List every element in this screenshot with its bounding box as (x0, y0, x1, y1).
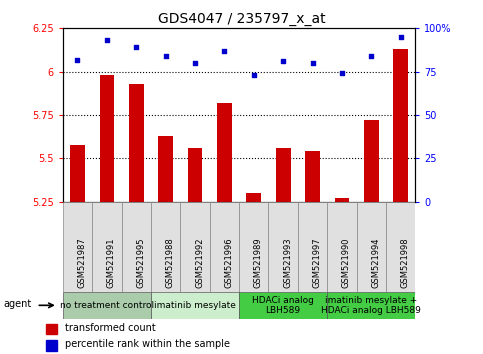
Bar (335, 198, 349, 202)
Bar (63, 292, 151, 319)
Text: GSM521993: GSM521993 (283, 237, 292, 287)
Bar (386, 202, 415, 292)
Text: agent: agent (3, 299, 31, 309)
Bar (356, 202, 386, 292)
Bar (239, 292, 327, 319)
Text: imatinib mesylate +
HDACi analog LBH589: imatinib mesylate + HDACi analog LBH589 (321, 296, 421, 315)
Bar (188, 148, 202, 202)
Bar (246, 193, 261, 202)
Text: GSM521988: GSM521988 (166, 237, 175, 287)
Bar (122, 202, 151, 292)
Point (73, 57, 81, 62)
Text: GDS4047 / 235797_x_at: GDS4047 / 235797_x_at (157, 12, 326, 27)
Bar (63, 202, 92, 292)
Point (397, 34, 405, 40)
Bar (364, 120, 379, 202)
Text: GSM521997: GSM521997 (313, 237, 322, 287)
Text: imatinib mesylate: imatinib mesylate (154, 301, 236, 310)
Point (338, 70, 346, 76)
Text: GSM521994: GSM521994 (371, 237, 380, 287)
Text: percentile rank within the sample: percentile rank within the sample (66, 339, 230, 349)
Bar (151, 202, 180, 292)
Bar (46, 340, 57, 350)
Bar (92, 202, 122, 292)
Bar (393, 49, 408, 202)
Point (132, 45, 140, 50)
Point (250, 72, 257, 78)
Text: no treatment control: no treatment control (60, 301, 154, 310)
Bar (180, 202, 210, 292)
Text: GSM521998: GSM521998 (401, 237, 410, 287)
Bar (305, 152, 320, 202)
Text: GSM521987: GSM521987 (77, 237, 86, 287)
Bar (327, 202, 356, 292)
Bar (269, 202, 298, 292)
Point (103, 38, 111, 43)
Point (279, 58, 287, 64)
Point (309, 60, 316, 66)
Point (221, 48, 228, 54)
Bar (151, 292, 239, 319)
Text: GSM521990: GSM521990 (342, 237, 351, 287)
Bar (217, 103, 232, 202)
Text: transformed count: transformed count (66, 323, 156, 333)
Bar (46, 324, 57, 335)
Text: GSM521995: GSM521995 (136, 237, 145, 287)
Bar (210, 202, 239, 292)
Bar (276, 148, 290, 202)
Bar (99, 75, 114, 202)
Bar (70, 144, 85, 202)
Text: GSM521989: GSM521989 (254, 237, 263, 287)
Text: GSM521992: GSM521992 (195, 237, 204, 287)
Point (191, 60, 199, 66)
Bar (298, 202, 327, 292)
Bar (327, 292, 415, 319)
Text: GSM521996: GSM521996 (225, 237, 233, 287)
Bar (129, 84, 143, 202)
Bar (239, 202, 269, 292)
Text: HDACi analog
LBH589: HDACi analog LBH589 (252, 296, 314, 315)
Point (162, 53, 170, 59)
Bar (158, 136, 173, 202)
Point (368, 53, 375, 59)
Text: GSM521991: GSM521991 (107, 237, 116, 287)
